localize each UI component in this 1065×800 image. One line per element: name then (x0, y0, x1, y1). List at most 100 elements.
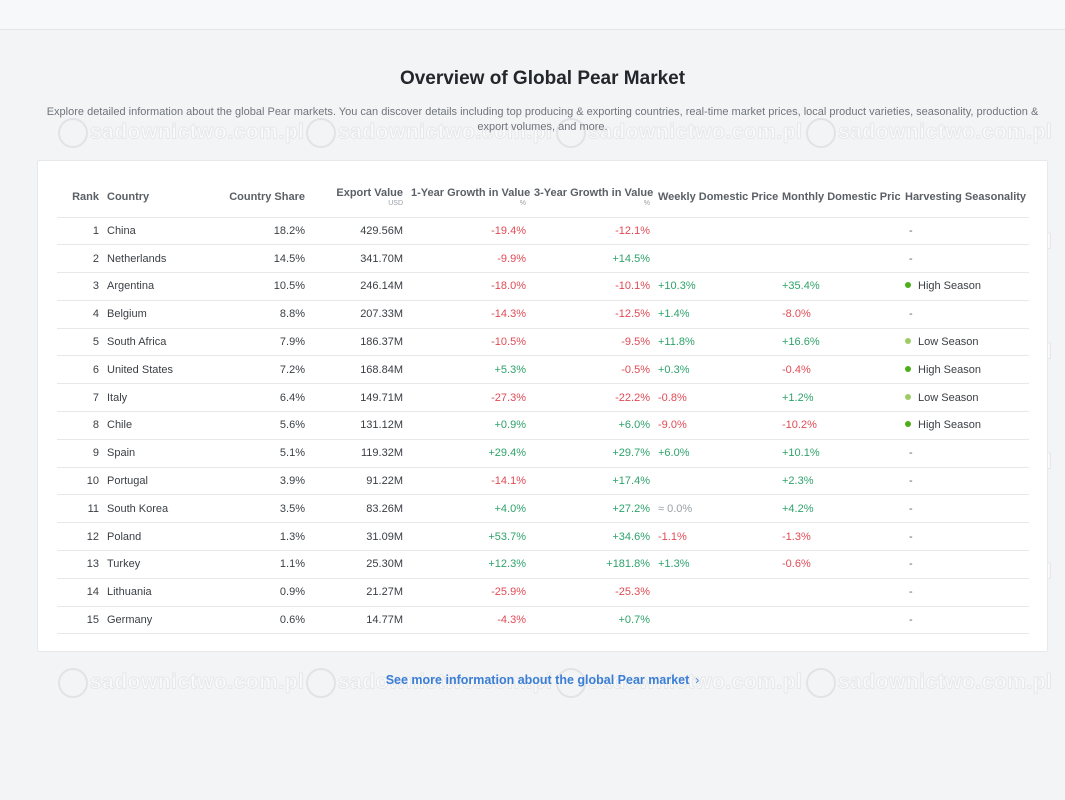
cell-country-share: 14.5% (199, 244, 309, 274)
season-empty: - (909, 586, 913, 599)
table-row[interactable]: 6 United States 7.2% 168.84M +5.3% -0.5% +0.3%… (57, 355, 1029, 385)
cell-rank: 10 (57, 467, 103, 496)
cell-export-value: 31.09M (309, 522, 407, 552)
table-row[interactable]: 11 South Korea 3.5% 83.26M +4.0% +27.2% ≈ 0.0%… (57, 494, 1029, 524)
table-row[interactable]: 14 Lithuania 0.9% 21.27M -25.9% -25.3% - (57, 578, 1029, 607)
table-row[interactable]: 13 Turkey 1.1% 25.30M +12.3% +181.8% +1.3% -0.6… (57, 550, 1029, 579)
cell-rank: 4 (57, 300, 103, 329)
cell-weekly-price: +6.0% (654, 439, 778, 468)
cell-harvest-seasonality: - (901, 467, 1029, 496)
cell-export-value: 341.70M (309, 244, 407, 274)
cell-monthly-price: -10.2% (778, 411, 901, 440)
header-3y-growth-label: 3-Year Growth in Value (534, 186, 654, 199)
cell-rank: 9 (57, 439, 103, 468)
cell-1y-growth: +53.7% (407, 522, 530, 552)
cell-weekly-price: +1.4% (654, 300, 778, 329)
cell-3y-growth: -22.2% (530, 383, 654, 413)
table-row[interactable]: 5 South Africa 7.9% 186.37M -10.5% -9.5% +11.8… (57, 328, 1029, 357)
cell-1y-growth: +0.9% (407, 411, 530, 440)
season-dot-icon (905, 282, 911, 289)
header-harvest-seasonality[interactable]: Harvesting Seasonality (901, 177, 1029, 218)
season-label: Low Season (918, 391, 979, 404)
cell-weekly-price (654, 217, 778, 246)
table-row[interactable]: 12 Poland 1.3% 31.09M +53.7% +34.6% -1.1% -1.3%… (57, 522, 1029, 552)
header-rank[interactable]: Rank (57, 177, 103, 218)
page-subtitle: Explore detailed information about the g… (46, 106, 1039, 133)
cell-country: Turkey (103, 550, 199, 579)
cell-country: Portugal (103, 467, 199, 496)
table-row[interactable]: 7 Italy 6.4% 149.71M -27.3% -22.2% -0.8% +1.2% L… (57, 383, 1029, 413)
season-dot-icon (905, 421, 911, 428)
header-1y-growth-label: 1-Year Growth in Value (411, 186, 530, 199)
more-info-link[interactable]: See more information about the global Pe… (0, 673, 1065, 687)
season-empty: - (909, 558, 913, 571)
cell-rank: 3 (57, 272, 103, 301)
cell-harvest-seasonality: - (901, 606, 1029, 635)
table-row[interactable]: 10 Portugal 3.9% 91.22M -14.1% +17.4% +2.3% - (57, 467, 1029, 496)
season-label: High Season (918, 280, 981, 293)
cell-export-value: 429.56M (309, 217, 407, 246)
header-weekly-price[interactable]: Weekly Domestic Price (654, 177, 778, 218)
table-row[interactable]: 3 Argentina 10.5% 246.14M -18.0% -10.1% +10.3%… (57, 272, 1029, 301)
top-bar (0, 0, 1065, 30)
cell-1y-growth: -9.9% (407, 244, 530, 274)
cell-monthly-price: -1.3% (778, 522, 901, 552)
cell-1y-growth: -4.3% (407, 606, 530, 635)
cell-1y-growth: -14.3% (407, 300, 530, 329)
cell-weekly-price: -1.1% (654, 522, 778, 552)
cell-rank: 14 (57, 578, 103, 607)
cell-1y-growth: -25.9% (407, 578, 530, 607)
header-1y-growth[interactable]: 1-Year Growth in Value % (407, 177, 530, 218)
page-title: Overview of Global Pear Market (399, 68, 686, 89)
table-header-row: Rank Country Country Share Export Value … (57, 177, 1029, 218)
cell-monthly-price (778, 578, 901, 607)
header-country[interactable]: Country (103, 177, 199, 218)
table-row[interactable]: 9 Spain 5.1% 119.32M +29.4% +29.7% +6.0% +10.1%… (57, 439, 1029, 468)
cell-country-share: 6.4% (199, 383, 309, 413)
table-row[interactable]: 8 Chile 5.6% 131.12M +0.9% +6.0% -9.0% -10.2% Hi… (57, 411, 1029, 440)
header-3y-growth[interactable]: 3-Year Growth in Value % (530, 177, 654, 218)
cell-country: Netherlands (103, 244, 199, 274)
cell-country: Argentina (103, 272, 199, 301)
cell-monthly-price: +2.3% (778, 467, 901, 496)
cell-3y-growth: +14.5% (530, 244, 654, 274)
header-monthly-price[interactable]: Monthly Domestic Price (778, 177, 901, 218)
cell-3y-growth: +27.2% (530, 494, 654, 524)
cell-export-value: 168.84M (309, 355, 407, 385)
cell-3y-growth: +6.0% (530, 411, 654, 440)
table-row[interactable]: 4 Belgium 8.8% 207.33M -14.3% -12.5% +1.4% -8.0… (57, 300, 1029, 329)
cell-weekly-price (654, 606, 778, 635)
cell-country-share: 0.6% (199, 606, 309, 635)
header-3y-growth-unit: % (643, 199, 650, 207)
table-row[interactable]: 15 Germany 0.6% 14.77M -4.3% +0.7% - (57, 606, 1029, 635)
season-empty: - (909, 614, 913, 627)
season-label: High Season (918, 419, 981, 432)
season-empty: - (909, 447, 913, 460)
header-country-share[interactable]: Country Share (199, 177, 309, 218)
table-row[interactable]: 1 China 18.2% 429.56M -19.4% -12.1% - (57, 217, 1029, 246)
cell-weekly-price: ≈ 0.0% (654, 494, 778, 524)
cell-rank: 12 (57, 522, 103, 552)
cell-country-share: 1.3% (199, 522, 309, 552)
cell-monthly-price (778, 606, 901, 635)
cell-1y-growth: -27.3% (407, 383, 530, 413)
cell-3y-growth: -12.5% (530, 300, 654, 329)
cell-3y-growth: +29.7% (530, 439, 654, 468)
cell-rank: 13 (57, 550, 103, 579)
header-export-value[interactable]: Export Value USD (309, 177, 407, 218)
cell-harvest-seasonality: - (901, 578, 1029, 607)
cell-weekly-price: +11.8% (654, 328, 778, 357)
cell-harvest-seasonality: Low Season (901, 383, 1029, 413)
cell-harvest-seasonality: High Season (901, 411, 1029, 440)
cell-3y-growth: -25.3% (530, 578, 654, 607)
cell-monthly-price: +4.2% (778, 494, 901, 524)
season-label: Low Season (918, 336, 979, 349)
cell-harvest-seasonality: - (901, 439, 1029, 468)
cell-country-share: 3.5% (199, 494, 309, 524)
table-row[interactable]: 2 Netherlands 14.5% 341.70M -9.9% +14.5% - (57, 244, 1029, 274)
cell-monthly-price: +35.4% (778, 272, 901, 301)
cell-1y-growth: +5.3% (407, 355, 530, 385)
cell-country-share: 0.9% (199, 578, 309, 607)
cell-1y-growth: +4.0% (407, 494, 530, 524)
cell-monthly-price: +1.2% (778, 383, 901, 413)
